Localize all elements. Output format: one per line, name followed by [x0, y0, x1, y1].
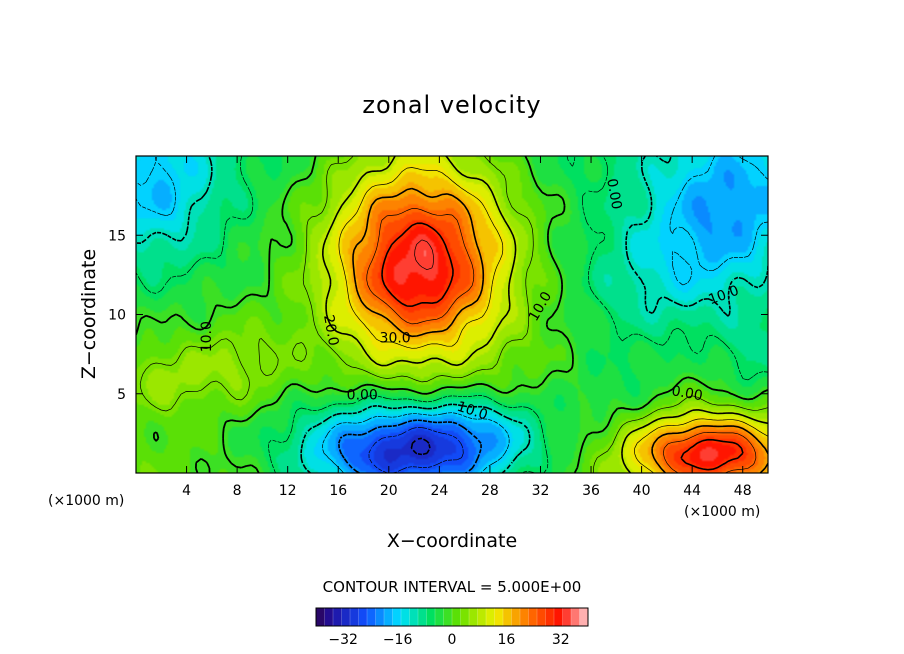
x-tick-label: 40 [633, 483, 651, 499]
colorbar-band [341, 608, 351, 626]
colorbar-band [350, 608, 359, 626]
z-axis: 5 10 15 [108, 228, 768, 403]
colorbar-band [579, 608, 589, 626]
colorbar-band [503, 608, 512, 626]
contour-pos-25 [366, 208, 757, 473]
velocity-field [136, 156, 768, 473]
colorbar-ticks: −32 −16 0 16 32 [328, 632, 569, 648]
contour-neg-30 [410, 437, 431, 456]
colorbar-band [316, 608, 325, 626]
contour-neg-20 [338, 419, 482, 473]
z-tick-label: 10 [108, 308, 126, 324]
z-tick-label: 15 [108, 228, 126, 244]
x-units-right: (×1000 m) [684, 504, 760, 520]
colorbar-band [426, 608, 436, 626]
colorbar: −32 −16 0 16 32 [315, 607, 589, 648]
colorbar-band [375, 608, 385, 626]
x-tick-label: 20 [380, 483, 398, 499]
colorbar-band [571, 608, 580, 626]
contour-pos-0 [136, 156, 768, 473]
contour-neg-25 [368, 427, 464, 473]
colorbar-band [333, 608, 342, 626]
contour-neg-10 [136, 156, 768, 473]
contour-lines [136, 156, 768, 473]
x-axis-label: X−coordinate [387, 530, 517, 552]
colorbar-band [358, 608, 368, 626]
x-tick-label: 32 [532, 483, 550, 499]
x-tick-label: 36 [582, 483, 600, 499]
contour-pos-15 [338, 167, 768, 473]
colorbar-band [384, 608, 393, 626]
colorbar-bands [315, 608, 589, 626]
contour-pos-10 [322, 156, 768, 473]
z-axis-label: Z−coordinate [78, 249, 100, 379]
colorbar-band [477, 608, 487, 626]
colorbar-band [401, 608, 410, 626]
contour-neg-5 [136, 156, 768, 473]
colorbar-tick-label: −32 [328, 632, 358, 648]
x-tick-label: 28 [481, 483, 499, 499]
colorbar-band [520, 608, 529, 626]
colorbar-band [486, 608, 495, 626]
contour-pos-30 [381, 222, 744, 471]
contour-neg-15 [136, 156, 768, 473]
x-units-left: (×1000 m) [48, 493, 124, 509]
colorbar-band [324, 608, 334, 626]
z-tick-label: 5 [117, 387, 126, 403]
colorbar-band [367, 608, 376, 626]
x-tick-label: 24 [430, 483, 448, 499]
x-tick-label: 4 [182, 483, 191, 499]
contour-label: 0.00 [603, 177, 624, 210]
contour-pos-20 [352, 187, 768, 473]
colorbar-tick-label: 32 [552, 632, 570, 648]
x-tick-label: 16 [329, 483, 347, 499]
colorbar-band [392, 608, 402, 626]
colorbar-band [494, 608, 504, 626]
colorbar-band [537, 608, 546, 626]
chart-title: zonal velocity [362, 91, 541, 119]
colorbar-band [554, 608, 563, 626]
colorbar-band [443, 608, 453, 626]
colorbar-band [418, 608, 427, 626]
colorbar-tick-label: 0 [448, 632, 457, 648]
contour-label: 10.0 [199, 321, 215, 352]
colorbar-band [409, 608, 419, 626]
colorbar-band [545, 608, 555, 626]
colorbar-tick-label: 16 [497, 632, 515, 648]
colorbar-band [511, 608, 521, 626]
colorbar-band [469, 608, 478, 626]
x-tick-label: 44 [683, 483, 701, 499]
contour-pos-35 [414, 239, 434, 271]
x-tick-label: 8 [233, 483, 242, 499]
contour-label: 0.00 [670, 383, 703, 404]
colorbar-band [528, 608, 538, 626]
x-tick-label: 12 [279, 483, 297, 499]
x-tick-label: 48 [734, 483, 752, 499]
colorbar-tick-label: −16 [383, 632, 413, 648]
contour-label: 30.0 [380, 330, 411, 346]
colorbar-frame [315, 607, 589, 627]
colorbar-band [460, 608, 470, 626]
contour-pos-5 [139, 156, 768, 473]
x-axis: 4 8 12 16 20 24 28 32 36 40 44 48 [182, 156, 752, 499]
colorbar-band [435, 608, 444, 626]
contour-interval-text: CONTOUR INTERVAL = 5.000E+00 [323, 578, 582, 596]
contour-label: 20.0 [320, 314, 341, 347]
contour-label: 0.00 [347, 387, 378, 403]
colorbar-band [452, 608, 461, 626]
colorbar-band [562, 608, 572, 626]
